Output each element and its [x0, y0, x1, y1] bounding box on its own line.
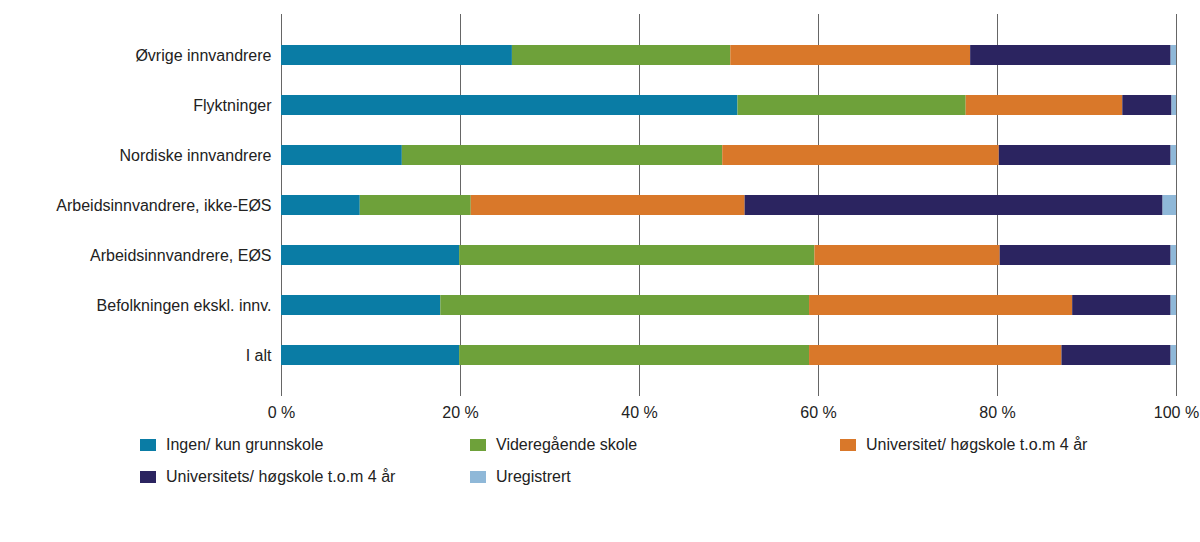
svg-text:0 %: 0 %: [268, 404, 296, 421]
svg-text:Flyktninger: Flyktninger: [193, 97, 272, 114]
svg-text:Øvrige innvandrere: Øvrige innvandrere: [135, 47, 271, 64]
svg-text:60 %: 60 %: [800, 404, 836, 421]
svg-text:Nordiske innvandrere: Nordiske innvandrere: [119, 147, 271, 164]
svg-text:100 %: 100 %: [1154, 404, 1199, 421]
html-text:Universitets/ høgskole t.o.m 4: Universitets/ høgskole t.o.m 4 år: [166, 468, 396, 485]
svg-text:80 %: 80 %: [979, 404, 1015, 421]
svg-text:Arbeidsinnvandrere, ikke-EØS: Arbeidsinnvandrere, ikke-EØS: [56, 197, 271, 214]
html-text:Uregistrert: Uregistrert: [496, 468, 571, 485]
html-text:Universitet/ høgskole t.o.m 4: Universitet/ høgskole t.o.m 4 år: [866, 436, 1088, 453]
svg-text:40 %: 40 %: [621, 404, 657, 421]
svg-text:Arbeidsinnvandrere, EØS: Arbeidsinnvandrere, EØS: [90, 247, 271, 264]
html-text:Ingen/ kun grunnskole: Ingen/ kun grunnskole: [166, 436, 324, 453]
html-text:Videregående skole: Videregående skole: [496, 436, 638, 453]
svg-text:20 %: 20 %: [442, 404, 478, 421]
svg-text:Befolkningen ekskl. innv.: Befolkningen ekskl. innv.: [97, 297, 272, 314]
svg-text:I alt: I alt: [246, 347, 272, 364]
